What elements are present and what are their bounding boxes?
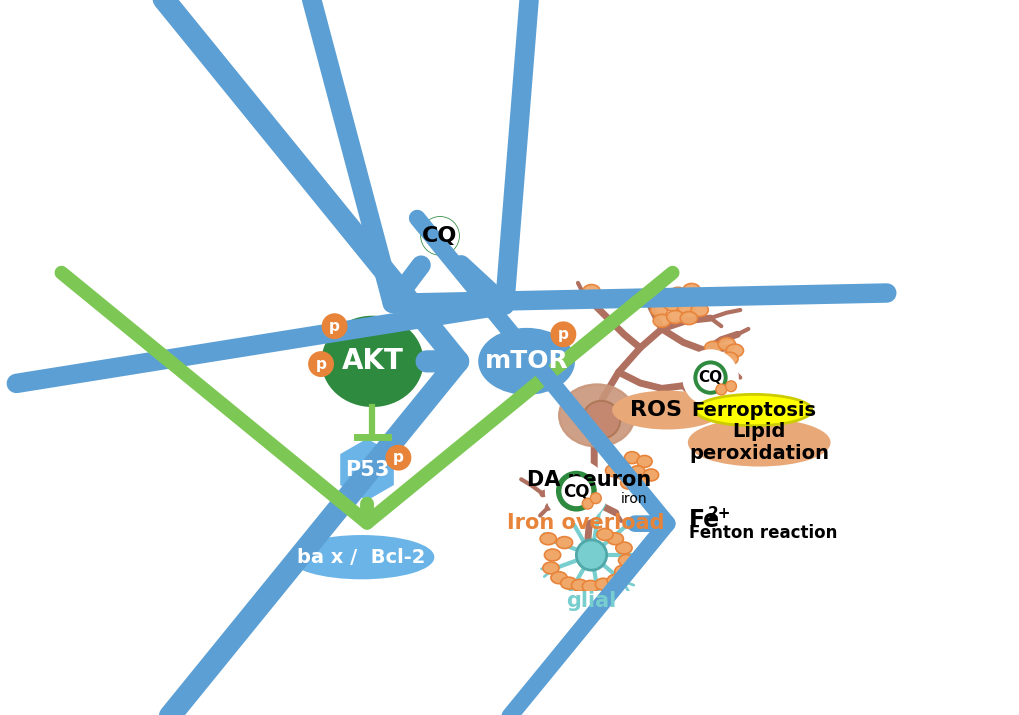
Ellipse shape: [621, 477, 635, 489]
Text: AKT: AKT: [341, 347, 403, 375]
Ellipse shape: [322, 317, 422, 406]
Ellipse shape: [668, 287, 686, 300]
Ellipse shape: [615, 542, 632, 554]
Ellipse shape: [663, 298, 681, 311]
Ellipse shape: [666, 310, 684, 323]
Text: Fe: Fe: [688, 508, 719, 532]
Ellipse shape: [582, 581, 598, 592]
Text: Fenton reaction: Fenton reaction: [688, 524, 837, 542]
Circle shape: [697, 365, 722, 390]
Ellipse shape: [606, 533, 623, 545]
Ellipse shape: [612, 392, 720, 428]
Text: p: p: [557, 327, 569, 342]
Ellipse shape: [706, 355, 723, 368]
Ellipse shape: [614, 566, 631, 577]
Ellipse shape: [652, 315, 669, 327]
Text: ROS: ROS: [630, 400, 682, 420]
Circle shape: [421, 217, 458, 254]
Circle shape: [322, 315, 346, 338]
Text: CQ: CQ: [422, 226, 458, 246]
Ellipse shape: [695, 395, 811, 425]
Text: Ferroptosis: Ferroptosis: [691, 400, 815, 420]
Ellipse shape: [582, 285, 599, 297]
Ellipse shape: [574, 295, 591, 307]
Ellipse shape: [596, 528, 612, 541]
Circle shape: [551, 322, 575, 346]
Ellipse shape: [624, 452, 639, 463]
Text: CQ: CQ: [698, 370, 721, 385]
Ellipse shape: [632, 475, 647, 486]
Ellipse shape: [690, 303, 707, 317]
Circle shape: [561, 477, 590, 506]
Text: Lipid
peroxidation: Lipid peroxidation: [689, 422, 828, 463]
Ellipse shape: [610, 458, 626, 470]
Ellipse shape: [688, 420, 828, 465]
Ellipse shape: [704, 341, 721, 355]
Circle shape: [309, 352, 332, 376]
Circle shape: [576, 540, 606, 570]
Text: 2+: 2+: [706, 506, 730, 521]
Ellipse shape: [542, 562, 558, 574]
Circle shape: [715, 384, 726, 395]
Circle shape: [582, 401, 620, 439]
Ellipse shape: [636, 455, 651, 468]
Circle shape: [725, 381, 736, 392]
Ellipse shape: [544, 549, 560, 561]
Ellipse shape: [726, 344, 743, 357]
Text: Iron overload: Iron overload: [506, 513, 664, 533]
Ellipse shape: [717, 337, 735, 350]
Text: mTOR: mTOR: [484, 350, 568, 373]
Polygon shape: [341, 440, 392, 499]
Circle shape: [582, 498, 592, 509]
Ellipse shape: [618, 554, 634, 566]
Ellipse shape: [550, 572, 567, 583]
Text: DA neuron: DA neuron: [526, 470, 650, 490]
Ellipse shape: [606, 574, 623, 586]
Text: p: p: [392, 450, 404, 465]
Ellipse shape: [643, 469, 658, 481]
Text: p: p: [315, 357, 326, 372]
Ellipse shape: [680, 312, 697, 325]
Ellipse shape: [683, 283, 699, 297]
Ellipse shape: [709, 381, 727, 394]
Text: CQ: CQ: [562, 482, 589, 500]
Ellipse shape: [595, 578, 611, 590]
Ellipse shape: [558, 385, 634, 447]
Text: P53: P53: [344, 460, 389, 480]
Ellipse shape: [540, 533, 555, 545]
Ellipse shape: [289, 536, 433, 578]
Circle shape: [590, 493, 600, 503]
Text: ba x /  Bcl-2: ba x / Bcl-2: [298, 548, 425, 567]
Circle shape: [412, 208, 468, 264]
Ellipse shape: [630, 465, 644, 478]
Ellipse shape: [698, 385, 715, 398]
Ellipse shape: [571, 579, 587, 591]
Ellipse shape: [685, 382, 702, 395]
Ellipse shape: [615, 468, 631, 480]
Ellipse shape: [555, 537, 572, 548]
Circle shape: [386, 445, 410, 470]
Ellipse shape: [560, 577, 577, 589]
Ellipse shape: [605, 465, 621, 477]
Ellipse shape: [677, 301, 694, 314]
Ellipse shape: [479, 329, 574, 394]
Text: p: p: [329, 319, 339, 334]
Circle shape: [550, 465, 602, 517]
Text: glial: glial: [566, 591, 616, 611]
Text: iron: iron: [620, 493, 646, 506]
Ellipse shape: [720, 352, 738, 365]
Ellipse shape: [650, 303, 667, 317]
Circle shape: [687, 355, 733, 400]
